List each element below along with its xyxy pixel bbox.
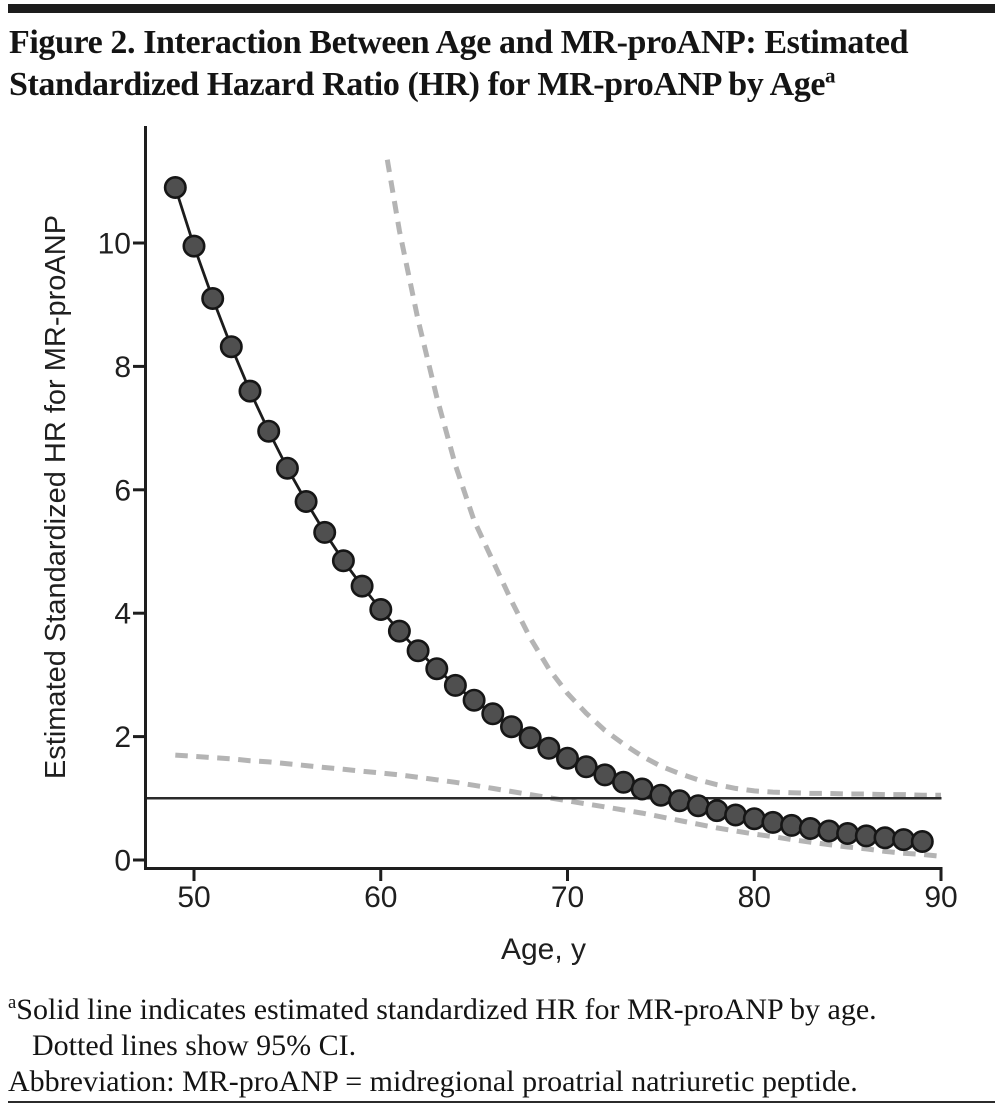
data-point — [369, 597, 393, 621]
bottom-rule — [8, 1101, 995, 1103]
data-point — [537, 736, 561, 760]
x-tick-label: 90 — [924, 881, 957, 914]
data-point — [219, 335, 243, 359]
data-point — [611, 770, 635, 794]
y-axis-label: Estimated Standardized HR for MR-proANP — [40, 214, 72, 780]
y-tick-label: 4 — [114, 598, 131, 631]
footnote-abbreviation: Abbreviation: MR-proANP = midregional pr… — [8, 1065, 858, 1098]
data-point — [387, 619, 411, 643]
data-point — [649, 783, 673, 807]
data-point — [836, 821, 860, 845]
data-point — [425, 657, 449, 681]
data-point — [238, 379, 262, 403]
x-tick-label: 50 — [177, 881, 210, 914]
data-point — [443, 673, 467, 697]
figure-title-line1: Figure 2. Interaction Between Age and MR… — [9, 24, 909, 61]
x-tick-label: 70 — [551, 881, 584, 914]
figure-footnotes: aSolid line indicates estimated standard… — [8, 992, 996, 1100]
data-point — [182, 234, 206, 258]
footnote-solid-line: aSolid line indicates estimated standard… — [8, 992, 996, 1028]
data-point — [331, 549, 355, 573]
data-point — [742, 807, 766, 831]
data-point — [686, 794, 710, 818]
y-tick-label: 8 — [114, 351, 131, 384]
data-point — [406, 639, 430, 663]
data-point — [817, 819, 841, 843]
data-point — [761, 810, 785, 834]
y-tick-label: 6 — [114, 474, 131, 507]
data-point — [630, 777, 654, 801]
data-point — [275, 456, 299, 480]
data-point — [163, 176, 187, 200]
data-point — [555, 746, 579, 770]
x-axis-label: Age, y — [500, 933, 587, 966]
footnote-solid-line-text: Solid line indicates estimated standardi… — [16, 993, 877, 1026]
data-point — [294, 489, 318, 513]
data-point — [667, 789, 691, 813]
data-point — [873, 826, 897, 850]
footnote-marker: a — [8, 992, 17, 1013]
data-point — [705, 799, 729, 823]
top-rule — [8, 4, 995, 13]
y-tick-label: 0 — [114, 845, 131, 878]
x-tick-label: 80 — [738, 881, 771, 914]
footnote-dotted-line: Dotted lines show 95% CI. — [32, 1029, 357, 1062]
data-point — [798, 816, 822, 840]
data-point — [462, 688, 486, 712]
title-footnote-marker: a — [825, 63, 836, 88]
figure-title-line2-text: Standardized Hazard Ratio (HR) for MR-pr… — [9, 66, 826, 103]
data-point — [313, 520, 337, 544]
data-point — [481, 702, 505, 726]
data-point — [257, 419, 281, 443]
data-point — [499, 715, 523, 739]
data-point — [854, 824, 878, 848]
figure-title-line2: Standardized Hazard Ratio (HR) for MR-pr… — [9, 64, 997, 106]
data-point — [574, 755, 598, 779]
x-tick-label: 60 — [364, 881, 397, 914]
y-tick-label: 2 — [114, 721, 131, 754]
data-point — [350, 574, 374, 598]
figure-title: Figure 2. Interaction Between Age and MR… — [9, 22, 997, 106]
data-point — [201, 286, 225, 310]
data-point — [518, 726, 542, 750]
y-tick-label: 10 — [98, 228, 131, 261]
data-point — [780, 813, 804, 837]
data-point — [910, 829, 934, 853]
data-point — [892, 828, 916, 852]
data-point — [724, 803, 748, 827]
